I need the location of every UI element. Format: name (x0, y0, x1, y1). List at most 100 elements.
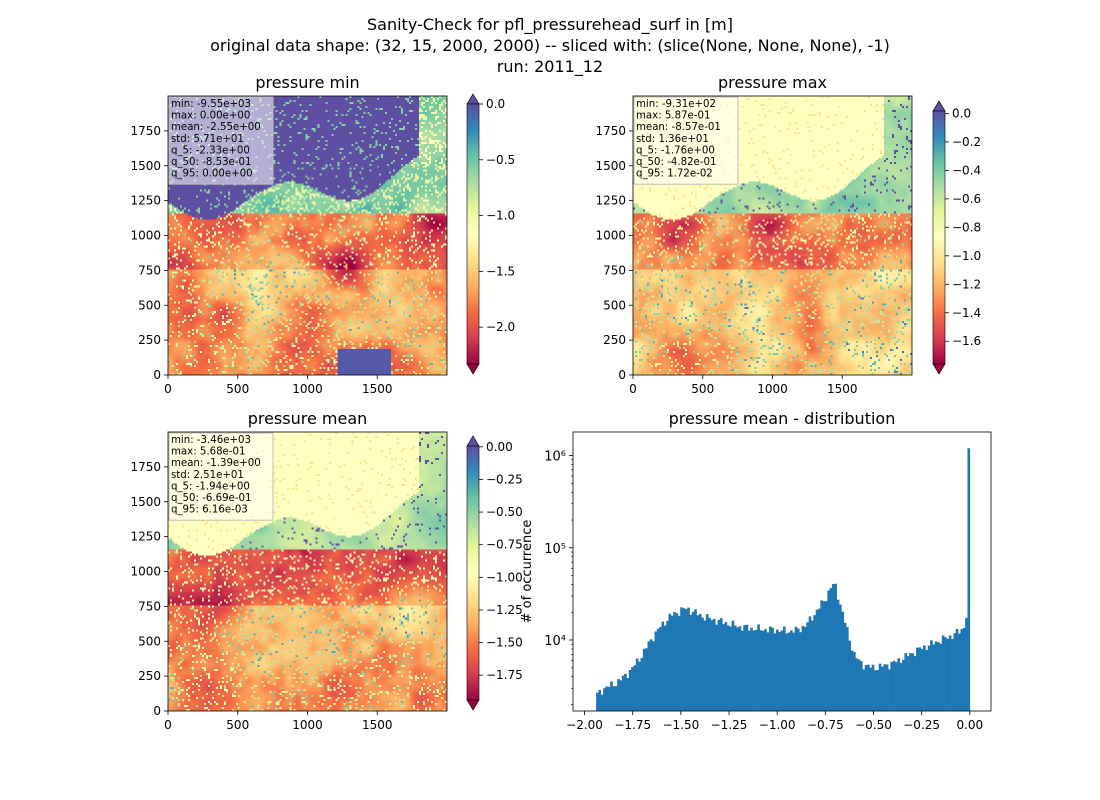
stats-line: q_5: -2.33e+00 (171, 145, 250, 156)
histogram-bar (967, 448, 971, 711)
histogram-bar (726, 625, 730, 711)
histogram-bar (904, 653, 908, 711)
histogram-bar (708, 617, 711, 711)
histogram-bar (666, 620, 669, 711)
y-tick-label: 1500 (130, 159, 161, 173)
x-tick-label: 1000 (292, 382, 323, 396)
y-tick-label: 10⁵ (544, 542, 566, 557)
colorbar-extend-top (932, 100, 946, 112)
colorbar-tick-label: −1.5 (486, 264, 515, 278)
histogram-bar (817, 608, 821, 711)
histogram-bar (794, 626, 798, 711)
histogram-bar (619, 680, 623, 711)
histogram-bar (930, 640, 933, 711)
histogram-bar (652, 641, 655, 711)
histogram-bar (902, 659, 905, 711)
histogram-bar (680, 607, 683, 711)
histogram-bar (740, 630, 744, 711)
histogram-bar (766, 632, 770, 711)
histogram-bar (670, 615, 674, 711)
x-tick-label: 500 (691, 382, 714, 396)
histogram-bar (743, 625, 746, 711)
histogram-bar (895, 662, 898, 711)
stats-line: std: 1.36e+01 (636, 134, 709, 145)
histogram-bar (750, 627, 753, 711)
colorbar-tick-label: −0.75 (486, 538, 523, 552)
histogram-bar (605, 686, 609, 711)
histogram-bar (691, 611, 695, 711)
histogram-bar (752, 630, 756, 711)
histogram-bar (687, 607, 690, 711)
stats-line: q_50: -6.69e-01 (171, 493, 251, 504)
y-tick-label: 1000 (130, 565, 161, 579)
colorbar-tick-label: −0.25 (486, 472, 523, 486)
histogram-bar (899, 662, 903, 711)
stats-line: max: 5.87e-01 (636, 111, 710, 122)
histogram-bar (855, 658, 859, 711)
x-tick-label: 1500 (362, 382, 393, 396)
histogram-bar (946, 638, 950, 711)
histogram-bar (787, 632, 791, 711)
histogram-bar (775, 629, 779, 711)
histogram-bar (596, 692, 599, 711)
colorbar-tick-label: −1.6 (952, 334, 981, 348)
x-tick-label: 1500 (362, 718, 393, 732)
colorbar-tick-label: −0.6 (952, 192, 981, 206)
histogram-bar (867, 664, 870, 711)
histogram-bar (941, 635, 945, 711)
histogram-bar (876, 670, 880, 711)
histogram-bar (677, 615, 681, 711)
histogram-bar (958, 633, 961, 711)
y-tick-label: 1500 (130, 495, 161, 509)
histogram-bar (703, 620, 707, 711)
histogram-bar (962, 627, 966, 711)
colorbar-extend-bottom (932, 363, 946, 375)
histogram-bar (694, 609, 697, 711)
histogram-bar (803, 626, 807, 711)
histogram-bar (661, 621, 665, 711)
colorbar-tick-label: −1.00 (486, 570, 523, 584)
x-tick-label: 0 (629, 382, 637, 396)
stats-line: q_50: -4.82e-01 (636, 157, 716, 168)
figure-title: Sanity-Check for pfl_pressurehead_surf i… (210, 15, 890, 77)
histogram-bar (890, 661, 894, 711)
histogram-bar (878, 663, 882, 711)
histogram-bar (656, 628, 660, 711)
y-tick-label: 1250 (595, 194, 626, 208)
y-tick-label: 1000 (595, 229, 626, 243)
y-tick-label: 250 (138, 333, 161, 347)
histogram-bar (850, 650, 854, 711)
histogram-bar (668, 613, 672, 711)
x-tick-label: −1.50 (662, 718, 699, 732)
histogram-bar (789, 630, 793, 711)
histogram-bar (869, 667, 873, 711)
histogram-bar (834, 583, 837, 711)
stats-line: q_5: -1.94e+00 (171, 481, 250, 492)
colorbar-extend-top (466, 93, 480, 105)
stats-line: std: 2.51e+01 (171, 470, 244, 481)
histogram-bar (843, 622, 847, 711)
colorbar-tick-label: −1.50 (486, 636, 523, 650)
stats-line: max: 5.68e-01 (171, 447, 245, 458)
histogram-bar (792, 632, 795, 711)
histogram-bar (916, 647, 919, 711)
stats-line: q_95: 1.72e-02 (636, 169, 713, 180)
y-tick-label: 750 (603, 263, 626, 277)
histogram-bar (612, 686, 616, 711)
histogram-bar (920, 648, 924, 711)
axes-frame (572, 431, 992, 712)
histogram-bar (645, 648, 648, 711)
figure-title-line-3: run: 2011_12 (497, 57, 603, 77)
histogram-bar (717, 619, 721, 711)
histogram-bar (628, 669, 632, 711)
histogram-bar (782, 626, 786, 711)
y-tick-label: 250 (603, 333, 626, 347)
colorbar-tick-label: −0.8 (952, 220, 981, 234)
colorbar-extend-bottom (466, 699, 480, 711)
x-tick-label: −1.00 (759, 718, 796, 732)
x-tick-label: −1.25 (711, 718, 748, 732)
y-tick-label: 1250 (130, 530, 161, 544)
x-tick-label: 1000 (292, 718, 323, 732)
x-tick-label: −1.75 (614, 718, 651, 732)
